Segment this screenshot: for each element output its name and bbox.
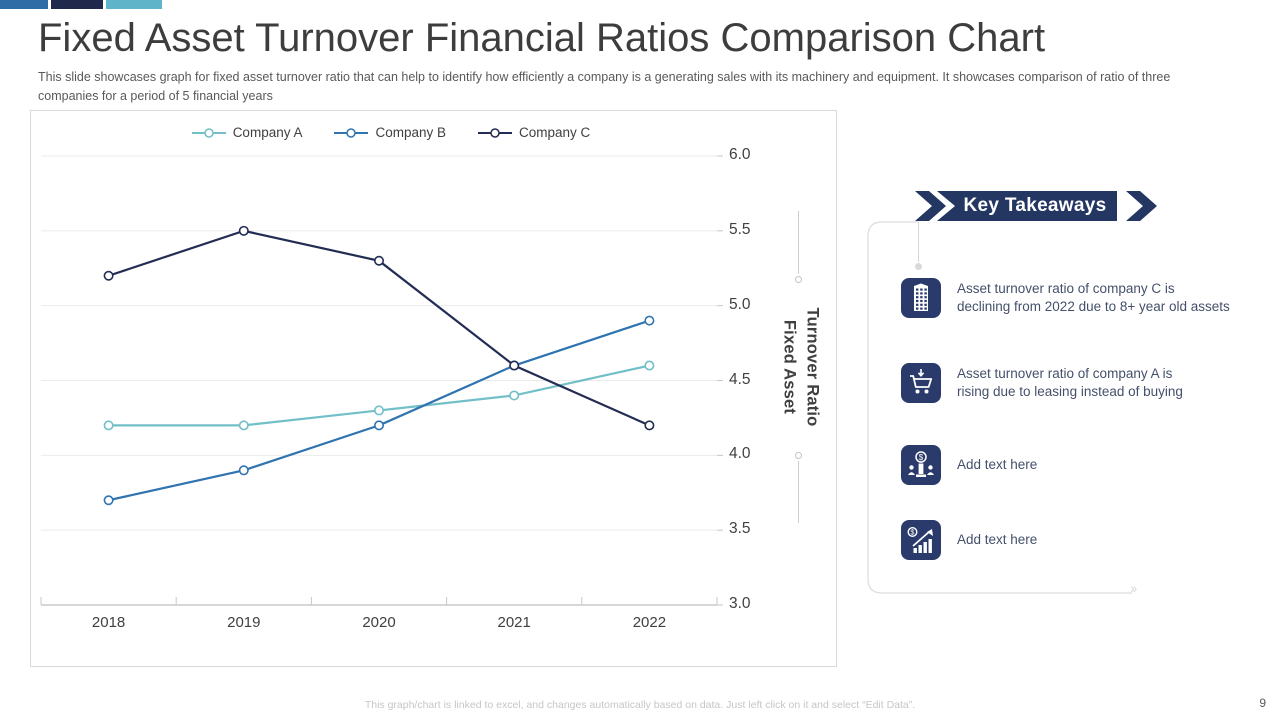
takeaway-text[interactable]: Add text here <box>957 457 1038 472</box>
legend-label: Company A <box>232 125 303 140</box>
cart-icon <box>901 363 941 403</box>
x-tick-label: 2019 <box>227 614 261 631</box>
takeaway-item: $ Add text here <box>901 520 1269 560</box>
slide-subtitle: This slide showcases graph for fixed ass… <box>38 70 1171 104</box>
data-point[interactable] <box>103 270 114 281</box>
x-tick-label: 2020 <box>362 614 396 631</box>
takeaways-frame <box>867 221 1132 594</box>
legend-label: Company C <box>519 125 591 140</box>
legend-marker <box>191 127 226 138</box>
svg-text:$: $ <box>911 530 915 537</box>
x-tick-label: 2022 <box>632 614 667 631</box>
svg-text:$: $ <box>919 453 924 462</box>
y-tick-label: 3.5 <box>729 520 751 538</box>
auction-icon: $ <box>901 445 941 485</box>
takeaway-item: Asset turnover ratio of company A is ris… <box>901 363 1269 403</box>
chart-legend: Company A Company B Company C <box>31 125 751 140</box>
takeaways-list: Asset turnover ratio of company C is dec… <box>868 222 1230 593</box>
y-tick-label: 6.0 <box>729 146 751 163</box>
key-takeaways-banner: Key Takeaways <box>915 191 1165 221</box>
banner-connector-line <box>918 222 919 262</box>
y-tick-label: 5.5 <box>729 220 751 238</box>
legend-marker <box>334 127 369 138</box>
chevron-right-double-icon: ›› <box>1130 580 1137 596</box>
data-point[interactable] <box>644 420 655 431</box>
decorative-connector-line <box>798 211 799 274</box>
data-point[interactable] <box>103 495 114 506</box>
page-number: 9 <box>1259 696 1266 710</box>
legend-item-company-c[interactable]: Company C <box>478 125 590 140</box>
takeaway-text[interactable]: Add text here <box>957 532 1038 547</box>
data-point[interactable] <box>373 420 384 431</box>
takeaway-text[interactable]: Asset turnover ratio of company C is dec… <box>957 281 1230 314</box>
footer-note: This graph/chart is linked to excel, and… <box>364 699 916 711</box>
data-point[interactable] <box>509 390 520 401</box>
key-takeaways-title: Key Takeaways <box>963 195 1107 216</box>
series-line-company-a[interactable] <box>108 364 650 427</box>
slide-title: Fixed Asset Turnover Financial Ratios Co… <box>38 16 1046 60</box>
x-tick-label: 2018 <box>91 614 126 631</box>
growth-chart-icon: $ <box>901 520 941 560</box>
banner-connector-dot <box>915 263 922 270</box>
decorative-connector-dot <box>795 276 802 283</box>
data-point[interactable] <box>509 360 520 371</box>
data-point[interactable] <box>103 420 114 431</box>
banner-chevron-shape <box>915 191 1157 221</box>
data-point[interactable] <box>644 315 655 326</box>
data-point[interactable] <box>373 255 384 266</box>
y-tick-label: 4.5 <box>729 370 751 388</box>
building-icon <box>901 278 941 318</box>
decorative-connector-dot <box>795 452 802 459</box>
accent-bar-segment <box>0 0 48 9</box>
y-tick-label: 5.0 <box>729 295 751 313</box>
chart-card[interactable]: Company A Company B Company C 6.0 5.5 5.0 4.5… <box>30 110 837 667</box>
takeaway-item: $ Add text here <box>901 445 1269 485</box>
y-axis-title-line2: Turnover Ratio <box>803 307 822 427</box>
decorative-connector-line <box>798 461 799 523</box>
data-point[interactable] <box>373 405 384 416</box>
legend-item-company-a[interactable]: Company A <box>191 125 303 140</box>
takeaway-item: Asset turnover ratio of company C is dec… <box>901 278 1269 318</box>
data-point[interactable] <box>238 420 249 431</box>
x-tick-label: 2021 <box>497 614 531 631</box>
line-chart-plot[interactable] <box>40 155 723 606</box>
y-tick-label: 3.0 <box>729 595 751 612</box>
data-point[interactable] <box>238 225 249 236</box>
takeaway-text[interactable]: Asset turnover ratio of company A is ris… <box>957 366 1183 399</box>
data-point[interactable] <box>644 360 655 371</box>
accent-bar-segment <box>106 0 162 9</box>
legend-marker <box>478 127 513 138</box>
legend-item-company-b[interactable]: Company B <box>334 125 446 140</box>
y-tick-label: 4.0 <box>729 445 751 463</box>
data-point[interactable] <box>238 465 249 476</box>
accent-bar-segment <box>51 0 103 9</box>
y-axis-title-line1: Fixed Asset <box>780 319 799 415</box>
legend-label: Company B <box>375 125 447 140</box>
